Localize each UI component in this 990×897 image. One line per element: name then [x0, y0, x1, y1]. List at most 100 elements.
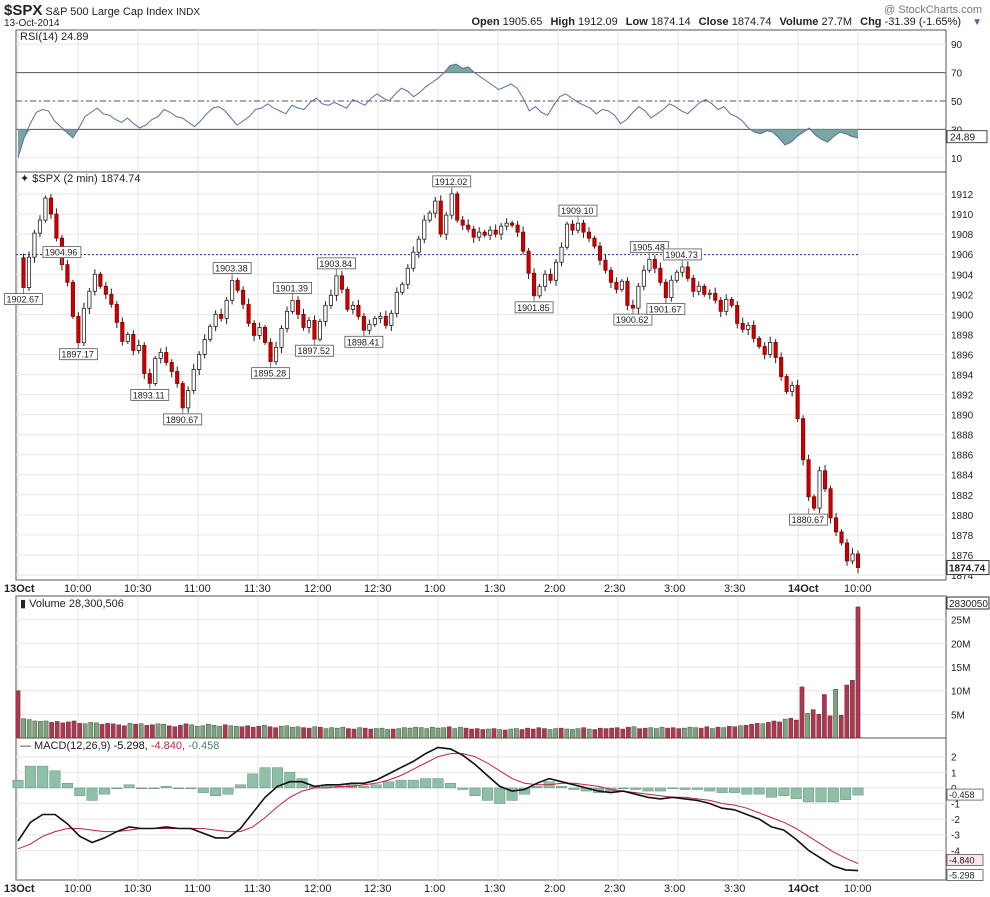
candle-up: [647, 259, 652, 271]
candle-up: [746, 324, 751, 330]
macd-histogram-bar: [457, 787, 469, 790]
annotation-label: 1909.10: [561, 206, 594, 216]
macd-histogram-bar: [766, 787, 777, 798]
price-y-tick: 1910: [951, 210, 974, 221]
candle-up: [850, 553, 855, 562]
volume-bar-up: [262, 725, 267, 739]
macd-legend-value: -5.298,: [114, 740, 151, 752]
price-y-tick: 1878: [951, 531, 974, 542]
candle-up: [306, 319, 312, 328]
vol-y-tick: 15M: [951, 663, 970, 674]
vol-y-tick: 25M: [951, 616, 970, 627]
volume-bar-down: [525, 727, 530, 739]
volume-bar-down: [116, 724, 122, 739]
macd-histogram-bar: [383, 781, 395, 789]
volume-bar-up: [564, 728, 570, 739]
candle-up: [790, 385, 795, 392]
annotation-box: [317, 257, 356, 270]
x-tick-label: 12:00: [304, 583, 332, 595]
candle-up: [641, 269, 646, 287]
macd-y-tick: -2: [951, 815, 960, 826]
candle-up: [427, 212, 432, 221]
volume-bar-down: [346, 728, 351, 739]
price-legend: ✦ $SPX (2 min) 1874.74: [20, 173, 141, 185]
volume-bar-down: [15, 690, 21, 739]
candle-down: [685, 266, 690, 279]
volume-bar-up: [32, 720, 38, 739]
candle-down: [729, 298, 734, 306]
volume-bar-down: [491, 728, 497, 739]
volume-bar-up: [290, 726, 295, 739]
macd-last-box: [946, 869, 984, 882]
x-tick-label: 14Oct: [788, 883, 819, 895]
annotation-box: [4, 293, 43, 305]
candle-down: [383, 315, 388, 326]
volume-bar-down: [698, 727, 704, 739]
volume-bar-down: [816, 714, 822, 739]
candle-down: [252, 322, 257, 336]
stats-dropdown-icon[interactable]: ▼: [972, 17, 982, 28]
volume-bar-down: [715, 726, 721, 739]
candle-down: [246, 303, 251, 324]
macd-histogram-bar: [247, 773, 259, 789]
volume-bar-down: [178, 725, 183, 739]
volume-bar-up: [189, 724, 194, 739]
macd-histogram-bar: [654, 787, 666, 792]
candle-down: [312, 319, 317, 340]
candle-up: [619, 280, 624, 290]
price-y-tick: 1902: [951, 290, 974, 301]
chart-title: $SPX S&P 500 Large Cap Index INDX: [4, 2, 200, 19]
volume-bar-down: [77, 723, 82, 739]
annotation-label: 1898.41: [347, 337, 380, 347]
macd-histogram-bar: [494, 787, 506, 804]
annotation-label: 1897.52: [297, 346, 330, 356]
volume-bar-down: [245, 725, 250, 739]
macd-histogram-bar: [432, 778, 444, 789]
volume-bar-up: [88, 722, 94, 739]
volume-bar-down: [799, 686, 805, 739]
candle-down: [833, 517, 839, 533]
candle-down: [70, 281, 75, 317]
price-y-tick: 1898: [951, 330, 974, 341]
volume-bar-up: [234, 725, 239, 739]
candle-down: [603, 259, 608, 271]
volume-bar-down: [766, 722, 771, 739]
macd-histogram-bar: [370, 784, 382, 789]
candle-up: [564, 223, 570, 248]
price-y-tick: 1882: [951, 491, 974, 502]
candle-up: [32, 232, 37, 258]
x-tick-label: 3:30: [724, 883, 745, 895]
candle-down: [295, 300, 301, 315]
candle-down: [630, 304, 635, 309]
annotation-box: [163, 413, 203, 426]
volume-bar-down: [60, 722, 66, 739]
volume-bar-up: [710, 728, 715, 739]
price-y-tick: 1890: [951, 411, 974, 422]
candle-down: [581, 222, 586, 233]
candle-down: [482, 231, 487, 236]
macd-histogram-bar: [197, 787, 209, 793]
volume-bar-up: [631, 726, 637, 739]
volume-bar-up: [155, 723, 161, 739]
annotation-box: [662, 248, 702, 261]
candle-up: [575, 222, 581, 231]
candle-up: [87, 290, 92, 309]
stat-value-low: 1874.14: [647, 16, 694, 28]
volume-bar-down: [822, 694, 827, 739]
macd-histogram-bar: [111, 787, 123, 789]
x-tick-label: 10:00: [844, 883, 872, 895]
volume-bar-down: [670, 727, 676, 739]
candle-up: [328, 294, 333, 306]
symbol: $SPX: [4, 2, 43, 19]
volume-bar-down: [558, 727, 564, 739]
macd-line: [17, 746, 859, 872]
annotation-box: [613, 313, 653, 326]
volume-bar-down: [122, 725, 127, 739]
volume-bar-down: [726, 725, 732, 739]
candle-down: [757, 338, 762, 347]
candle-up: [43, 197, 48, 221]
candle-down: [180, 383, 185, 409]
volume-bar-up: [21, 718, 26, 739]
candle-up: [323, 304, 328, 322]
candle-down: [658, 267, 663, 283]
